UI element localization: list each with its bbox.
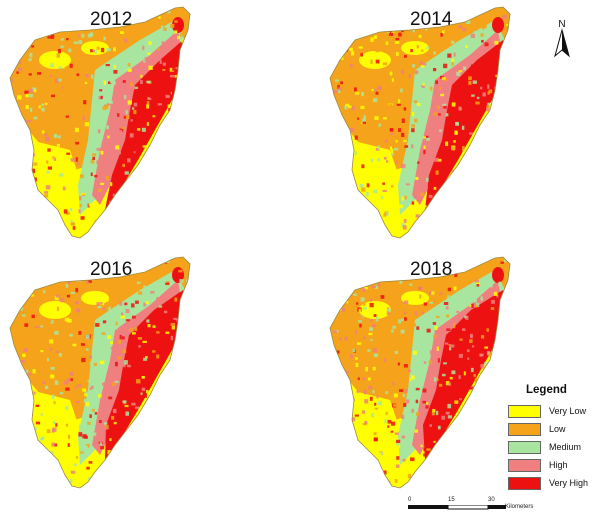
- legend-item-very-low: Very Low: [508, 404, 598, 420]
- scale-tick-30: 30: [488, 497, 495, 503]
- legend-label: Low: [549, 424, 566, 434]
- map-panel-2014: [329, 6, 511, 239]
- map-panel-2012: [9, 6, 191, 239]
- year-title-2018: 2018: [410, 259, 453, 280]
- legend: Legend Very Low Low Medium High Very Hig…: [508, 384, 598, 494]
- legend-label: Very Low: [549, 406, 587, 416]
- scale-unit: Kilometers: [505, 504, 534, 510]
- legend-swatch: [508, 441, 541, 454]
- scale-bar: 0 15 30 Kilometers: [405, 497, 595, 511]
- legend-title: Legend: [526, 384, 567, 396]
- legend-item-low: Low: [508, 422, 598, 438]
- legend-swatch: [508, 423, 541, 436]
- north-arrow-label: N: [558, 19, 565, 30]
- legend-swatch: [508, 405, 541, 418]
- legend-swatch: [508, 459, 541, 472]
- year-title-2016: 2016: [90, 259, 133, 280]
- north-arrow: N: [547, 16, 577, 64]
- legend-item-medium: Medium: [508, 440, 598, 456]
- map-panel-2018: [329, 256, 511, 489]
- legend-label: High: [549, 460, 568, 470]
- year-title-2012: 2012: [90, 9, 133, 30]
- legend-swatch: [508, 477, 541, 490]
- year-title-2014: 2014: [410, 9, 453, 30]
- legend-item-very-high: Very High: [508, 476, 598, 492]
- map-panel-2016: [9, 256, 191, 489]
- scale-tick-0: 0: [408, 497, 412, 503]
- scale-bar-graphic: [408, 505, 506, 510]
- legend-label: Very High: [549, 478, 589, 488]
- legend-item-high: High: [508, 458, 598, 474]
- legend-label: Medium: [549, 442, 582, 452]
- scale-tick-15: 15: [448, 497, 455, 503]
